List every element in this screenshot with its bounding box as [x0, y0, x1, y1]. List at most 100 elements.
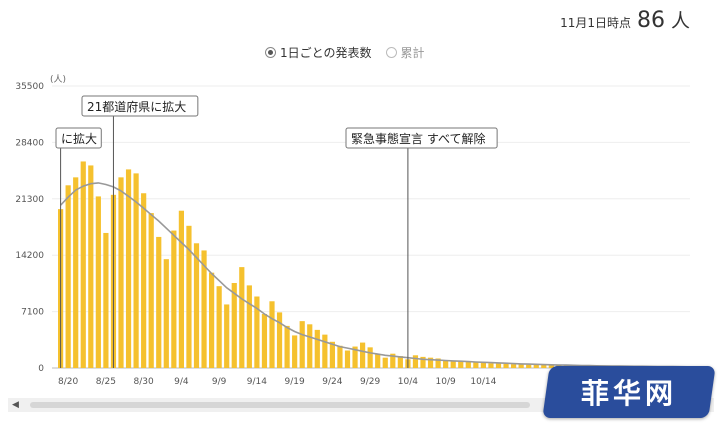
bar[interactable]	[314, 329, 320, 368]
bar[interactable]	[511, 364, 517, 368]
bar[interactable]	[518, 364, 524, 368]
bar[interactable]	[352, 346, 358, 368]
bar[interactable]	[239, 267, 245, 368]
bar[interactable]	[360, 342, 366, 368]
radio-cumulative[interactable]: 累計	[385, 44, 425, 61]
bar[interactable]	[73, 177, 79, 368]
bar[interactable]	[261, 313, 268, 368]
bar[interactable]	[209, 272, 215, 368]
bar[interactable]	[526, 364, 532, 368]
radio-cumulative-label: 累計	[400, 46, 425, 60]
bar[interactable]	[148, 213, 154, 368]
bar[interactable]	[80, 161, 86, 368]
scroll-left-arrow-icon[interactable]: ◀	[12, 400, 19, 410]
y-tick-label: 0	[38, 364, 44, 374]
bar[interactable]	[284, 325, 290, 368]
bar[interactable]	[548, 365, 554, 368]
bar[interactable]	[65, 185, 71, 368]
bar[interactable]	[322, 334, 328, 368]
bar[interactable]	[141, 193, 147, 368]
annotation-label: に拡大	[61, 132, 97, 146]
y-tick-label: 35500	[15, 82, 44, 92]
bar[interactable]	[125, 169, 132, 368]
watermark-logo: 菲华网	[542, 366, 716, 418]
bar[interactable]	[133, 173, 139, 368]
view-toggle: 1日ごとの発表数 累計	[265, 44, 439, 61]
bar[interactable]	[367, 347, 373, 368]
moving-average-line	[60, 182, 703, 368]
bar[interactable]	[488, 363, 494, 368]
bar[interactable]	[171, 230, 177, 368]
bar[interactable]	[390, 353, 396, 368]
bar[interactable]	[88, 165, 94, 368]
bar[interactable]	[541, 364, 547, 368]
bar[interactable]	[458, 361, 464, 368]
bar[interactable]	[254, 296, 260, 368]
case-unit: 人	[670, 10, 690, 32]
radio-cumulative-dot	[385, 47, 397, 58]
x-tick-label: 9/24	[322, 377, 342, 387]
bar[interactable]	[307, 324, 313, 368]
bar[interactable]	[231, 283, 237, 368]
bar[interactable]	[420, 356, 426, 368]
annotation-label: 21都道府県に拡大	[87, 99, 186, 114]
bar[interactable]	[193, 243, 200, 368]
bar[interactable]	[382, 357, 388, 368]
x-tick-label: 9/14	[247, 377, 267, 387]
bar[interactable]	[503, 363, 509, 368]
bar[interactable]	[427, 357, 434, 368]
bar[interactable]	[299, 321, 305, 368]
timestamp-summary: 11月1日時点 86 人	[560, 6, 690, 33]
x-tick-label: 8/20	[58, 377, 78, 387]
bar[interactable]	[292, 335, 298, 368]
bar[interactable]	[435, 358, 441, 368]
bar[interactable]	[216, 286, 222, 368]
bar[interactable]	[533, 364, 539, 368]
bar[interactable]	[95, 196, 101, 368]
bar[interactable]	[344, 350, 351, 368]
bar[interactable]	[269, 301, 275, 368]
bar[interactable]	[156, 236, 162, 368]
bar[interactable]	[443, 360, 449, 368]
y-tick-label: 7100	[21, 308, 44, 318]
bar[interactable]	[329, 341, 335, 368]
annotation-label: 緊急事態宣言 すべて解除	[351, 131, 486, 146]
y-unit-label: (人)	[50, 74, 66, 85]
bar[interactable]	[412, 355, 419, 368]
radio-daily-dot	[265, 47, 276, 58]
x-tick-label: 8/25	[96, 377, 116, 387]
radio-daily-label: 1日ごとの発表数	[280, 46, 372, 60]
bar[interactable]	[495, 363, 502, 368]
timestamp-label: 11月1日時点	[560, 16, 631, 30]
bar[interactable]	[186, 225, 192, 368]
bar[interactable]	[337, 345, 343, 368]
chart-scrollbar[interactable]: ◀	[8, 398, 714, 412]
y-tick-label: 28400	[15, 138, 44, 148]
bar[interactable]	[246, 285, 252, 368]
bar[interactable]	[276, 312, 283, 368]
annotation-box	[55, 127, 102, 149]
x-tick-label: 10/4	[398, 377, 418, 387]
bar[interactable]	[201, 250, 207, 368]
x-tick-label: 10/9	[436, 377, 456, 387]
bar[interactable]	[224, 304, 230, 368]
bar[interactable]	[163, 259, 169, 368]
bar[interactable]	[450, 360, 456, 368]
x-tick-label: 9/4	[174, 377, 189, 387]
annotation-box	[81, 95, 199, 117]
x-tick-label: 9/29	[360, 377, 380, 387]
bar[interactable]	[375, 353, 381, 368]
x-tick-label: 10/14	[470, 377, 496, 387]
bar[interactable]	[103, 232, 109, 368]
bar[interactable]	[480, 362, 486, 368]
bar[interactable]	[118, 177, 124, 368]
bar[interactable]	[473, 362, 479, 368]
watermark-logo-text: 菲华网	[580, 377, 677, 410]
bar[interactable]	[397, 356, 403, 368]
bar[interactable]	[178, 210, 184, 368]
bar[interactable]	[465, 362, 471, 368]
radio-daily[interactable]: 1日ごとの発表数	[265, 44, 372, 61]
scroll-thumb[interactable]	[30, 402, 530, 408]
y-tick-label: 14200	[15, 251, 44, 261]
